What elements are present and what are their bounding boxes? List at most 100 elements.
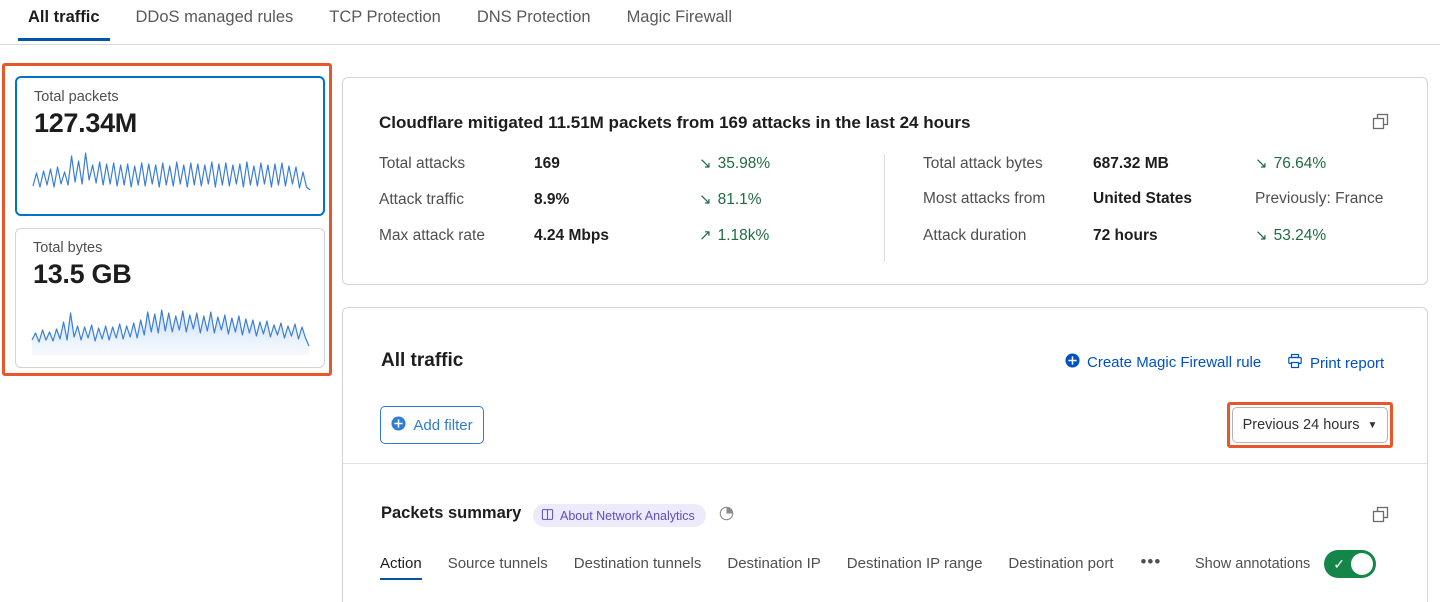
add-filter-button[interactable]: Add filter [380,406,484,444]
stat-row-most-attacks-from: Most attacks from United States Previous… [923,190,1389,226]
subtab-label: Destination tunnels [573,555,702,572]
stat-row-attack-traffic: Attack traffic 8.9% ↘ 81.1% [379,190,884,226]
stat-value: 169 [534,155,560,172]
trend-down-icon: ↘ [699,155,712,172]
stat-delta-value: 76.64% [1273,155,1327,172]
subtab-destination-ip[interactable]: Destination IP [714,553,833,582]
metric-card-label: Total packets [34,89,119,105]
stat-delta: ↘ 81.1% [699,190,762,209]
primary-tabbar: All traffic DDoS managed rules TCP Prote… [0,0,1440,45]
subtabs-overflow-button[interactable]: ••• [1140,552,1162,571]
tab-label: Magic Firewall [626,8,732,26]
about-network-analytics-label: About Network Analytics [560,508,695,523]
stat-label: Max attack rate [379,227,485,244]
stat-label: Total attacks [379,155,466,172]
plus-circle-icon [1065,353,1080,372]
stat-delta-value: 1.18k% [717,227,770,244]
copy-icon[interactable] [1371,112,1391,137]
metric-card-total-bytes[interactable]: Total bytes 13.5 GB [15,228,325,368]
metric-card-value: 127.34M [34,108,137,138]
tab-label: DNS Protection [476,8,591,26]
subtab-action[interactable]: Action [380,553,435,582]
stat-delta: ↘ 53.24% [1255,226,1326,245]
subtab-label: Destination IP [727,555,821,572]
chevron-down-icon: ▼ [1367,419,1378,431]
plus-circle-icon [391,415,406,435]
stat-delta-value: 35.98% [717,155,771,172]
add-filter-label: Add filter [413,416,473,434]
stat-delta-value: 53.24% [1273,227,1327,244]
printer-icon [1287,353,1303,373]
check-icon: ✓ [1333,556,1346,572]
trend-down-icon: ↘ [1255,155,1268,172]
tab-label: TCP Protection [329,8,441,26]
stat-label: Attack traffic [379,191,464,208]
subtab-label: Destination port [1008,555,1114,572]
subtab-destination-tunnels[interactable]: Destination tunnels [561,553,715,582]
subtab-label: Action [380,555,422,572]
metric-card-label: Total bytes [33,240,103,256]
stat-value: 8.9% [534,191,570,208]
pie-chart-icon[interactable] [718,505,735,527]
stat-value: 72 hours [1093,227,1158,244]
sparkline-icon [32,152,311,191]
tab-all-traffic[interactable]: All traffic [10,0,118,41]
print-report-button[interactable]: Print report [1287,353,1384,373]
metric-card-value: 13.5 GB [33,259,132,289]
stat-delta-value: Previously: France [1255,190,1384,207]
subtab-label: Source tunnels [447,555,548,572]
attack-stats-right-column: Total attack bytes 687.32 MB ↘ 76.64% Mos… [884,154,1389,262]
time-range-annotation-box [1227,402,1393,448]
stat-row-attack-duration: Attack duration 72 hours ↘ 53.24% [923,226,1389,262]
subtab-source-tunnels[interactable]: Source tunnels [435,553,561,582]
all-traffic-panel: All traffic Create Magic Firewall rule P… [342,307,1428,602]
tab-magic-firewall[interactable]: Magic Firewall [609,0,750,41]
tab-ddos-managed-rules[interactable]: DDoS managed rules [118,0,312,41]
stat-row-total-attacks: Total attacks 169 ↘ 35.98% [379,154,884,190]
create-magic-firewall-rule-label: Create Magic Firewall rule [1087,354,1262,371]
show-annotations-control: Show annotations ✓ [1195,550,1377,578]
print-report-label: Print report [1310,354,1385,372]
stat-value: 4.24 Mbps [534,227,609,244]
tab-label: DDoS managed rules [135,8,294,26]
stat-label: Total attack bytes [923,155,1043,172]
stat-delta: ↘ 35.98% [699,154,770,173]
time-range-dropdown[interactable]: Previous 24 hours ▼ [1232,407,1388,443]
tab-dns-protection[interactable]: DNS Protection [459,0,609,41]
stat-delta: ↘ 76.64% [1255,154,1326,173]
stat-label: Attack duration [923,227,1027,244]
summary-headline: Cloudflare mitigated 11.51M packets from… [379,113,971,132]
show-annotations-label: Show annotations [1195,556,1311,572]
stat-delta: ↗ 1.18k% [699,226,769,245]
stat-value: 687.32 MB [1093,155,1169,172]
attack-stats: Total attacks 169 ↘ 35.98% Attack traffic… [379,154,1389,262]
sparkline-icon [31,309,310,355]
tab-tcp-protection[interactable]: TCP Protection [311,0,459,41]
packets-summary-title: Packets summary [381,504,522,522]
about-network-analytics-badge[interactable]: About Network Analytics [533,504,706,527]
stat-delta-value: 81.1% [717,191,762,208]
toggle-knob [1351,553,1374,575]
subtab-destination-ip-range[interactable]: Destination IP range [834,553,996,582]
stat-delta: Previously: France [1255,190,1383,208]
metric-card-total-packets[interactable]: Total packets 127.34M [15,76,325,216]
subtab-destination-port[interactable]: Destination port [995,553,1126,582]
packets-summary-subtabs: Action Source tunnels Destination tunnel… [380,550,1171,582]
page-title: All traffic [381,350,464,371]
book-icon [541,508,554,524]
copy-icon[interactable] [1371,505,1391,530]
trend-up-icon: ↗ [699,227,712,244]
tab-label: All traffic [28,8,100,26]
stat-label: Most attacks from [923,190,1046,207]
time-range-label: Previous 24 hours [1242,417,1360,433]
panel-divider [343,463,1427,464]
trend-down-icon: ↘ [699,191,712,208]
subtab-label: Destination IP range [846,555,983,572]
stat-value: United States [1093,190,1193,207]
create-magic-firewall-rule-button[interactable]: Create Magic Firewall rule [1065,353,1261,372]
attack-stats-left-column: Total attacks 169 ↘ 35.98% Attack traffic… [379,154,884,262]
show-annotations-toggle[interactable]: ✓ [1324,550,1377,578]
metric-cards-annotation-box: Total packets 127.34M Total bytes 13.5 G… [2,63,332,376]
trend-down-icon: ↘ [1255,227,1268,244]
